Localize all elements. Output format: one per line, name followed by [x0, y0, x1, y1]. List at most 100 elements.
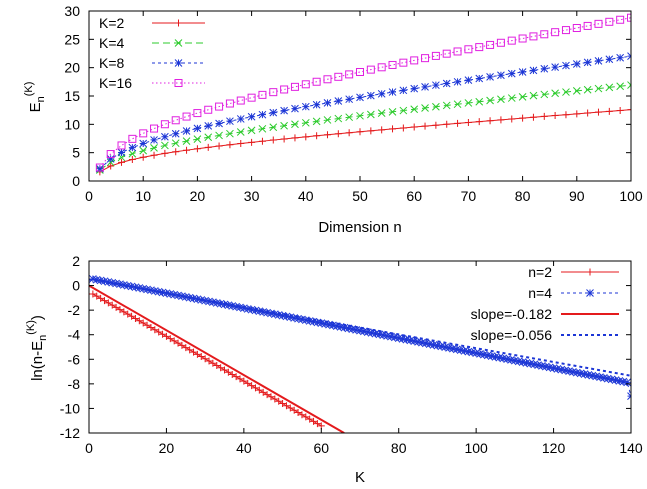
bottom-chart-plot-frame: [88, 260, 632, 434]
plus-marker: [310, 417, 318, 425]
series-k-4: [95, 81, 631, 174]
plus-marker: [508, 115, 516, 123]
square-marker: [442, 49, 451, 58]
plus-marker: [240, 377, 248, 385]
star-marker: [572, 60, 581, 68]
top-chart-legend: K=2 K=4 K=8 K=16: [99, 15, 205, 91]
square-marker: [345, 70, 354, 79]
star-marker: [352, 326, 360, 334]
plus-marker: [313, 420, 321, 428]
plus-marker: [410, 123, 418, 131]
square-marker: [496, 38, 505, 47]
star-marker: [182, 127, 191, 135]
star-marker: [410, 84, 419, 93]
square-marker: [616, 15, 625, 24]
square-marker: [453, 47, 462, 56]
x-marker: [301, 118, 310, 127]
star-marker: [278, 311, 287, 320]
star-marker: [89, 275, 97, 283]
star-marker: [150, 136, 158, 144]
square-marker: [421, 54, 430, 63]
x-marker: [583, 85, 592, 94]
plus-marker: [205, 357, 213, 365]
x-marker: [226, 129, 234, 138]
square-marker: [193, 109, 202, 118]
star-marker: [576, 369, 585, 378]
star-marker: [421, 83, 429, 91]
star-marker: [487, 352, 496, 360]
plus-marker: [306, 415, 314, 423]
top-chart-series-layer: [95, 13, 631, 176]
star-marker: [421, 339, 430, 348]
x-marker: [507, 94, 516, 102]
star-marker: [406, 336, 415, 345]
star-marker: [507, 356, 515, 364]
legend-entry: K=16: [99, 75, 205, 91]
star-marker: [371, 329, 380, 338]
plus-marker: [213, 362, 221, 370]
top-chart: 0 10 20 30 40 50 60 70 80 90 100 0 5 10 15 20 25 30 Dimen…: [23, 3, 643, 236]
x-tick-label: 30: [244, 188, 260, 204]
star-marker: [557, 365, 566, 374]
x-marker: [453, 100, 462, 109]
star-marker: [605, 55, 614, 64]
y-tick-label: -8: [68, 376, 81, 392]
star-marker: [572, 368, 581, 377]
plus-marker: [519, 114, 527, 122]
x-marker: [193, 135, 202, 143]
star-marker: [499, 354, 508, 363]
plus-marker: [267, 393, 275, 401]
plus-marker: [605, 107, 613, 115]
plus-marker: [221, 366, 228, 374]
plus-marker: [226, 141, 234, 149]
star-marker: [131, 283, 140, 292]
star-marker: [344, 324, 353, 333]
x-tick-label: 40: [236, 440, 252, 456]
square-marker: [377, 63, 386, 72]
star-marker: [305, 317, 314, 325]
series-line: [89, 284, 345, 433]
star-marker: [329, 321, 337, 330]
star-marker: [619, 377, 628, 386]
star-marker: [561, 366, 570, 375]
star-marker: [600, 374, 608, 382]
star-marker: [171, 129, 180, 138]
star-marker: [394, 334, 403, 343]
y-tick-label: 10: [64, 116, 80, 132]
square-marker: [215, 102, 224, 111]
square-marker: [106, 150, 115, 159]
plus-marker: [170, 337, 178, 345]
star-marker: [414, 338, 422, 346]
plus-marker: [529, 113, 537, 121]
x-marker: [377, 109, 386, 118]
star-marker: [92, 275, 101, 284]
series-n-4: [89, 275, 631, 400]
plus-marker: [594, 108, 602, 116]
star-marker: [518, 68, 527, 76]
star-marker: [117, 148, 126, 157]
legend-entry: n=4: [528, 285, 619, 301]
plus-marker: [186, 346, 194, 354]
square-marker: [301, 80, 310, 89]
star-marker: [437, 342, 446, 351]
y-tick-label: -10: [60, 400, 80, 416]
star-marker: [325, 320, 333, 329]
star-marker: [433, 341, 442, 350]
plus-marker: [497, 116, 505, 124]
plus-marker: [193, 145, 201, 153]
star-marker: [399, 86, 408, 95]
star-marker: [534, 361, 542, 369]
plus-marker: [204, 143, 212, 151]
star-marker: [269, 108, 278, 117]
x-tick-label: 50: [352, 188, 368, 204]
square-marker: [312, 77, 321, 86]
square-marker: [323, 75, 332, 84]
x-marker: [529, 91, 538, 100]
plus-marker: [248, 382, 256, 390]
star-marker: [255, 307, 264, 316]
star-marker: [607, 375, 616, 384]
x-marker: [475, 97, 484, 106]
star-marker: [334, 97, 343, 105]
legend-label: K=2: [99, 15, 125, 31]
star-marker: [166, 290, 175, 298]
